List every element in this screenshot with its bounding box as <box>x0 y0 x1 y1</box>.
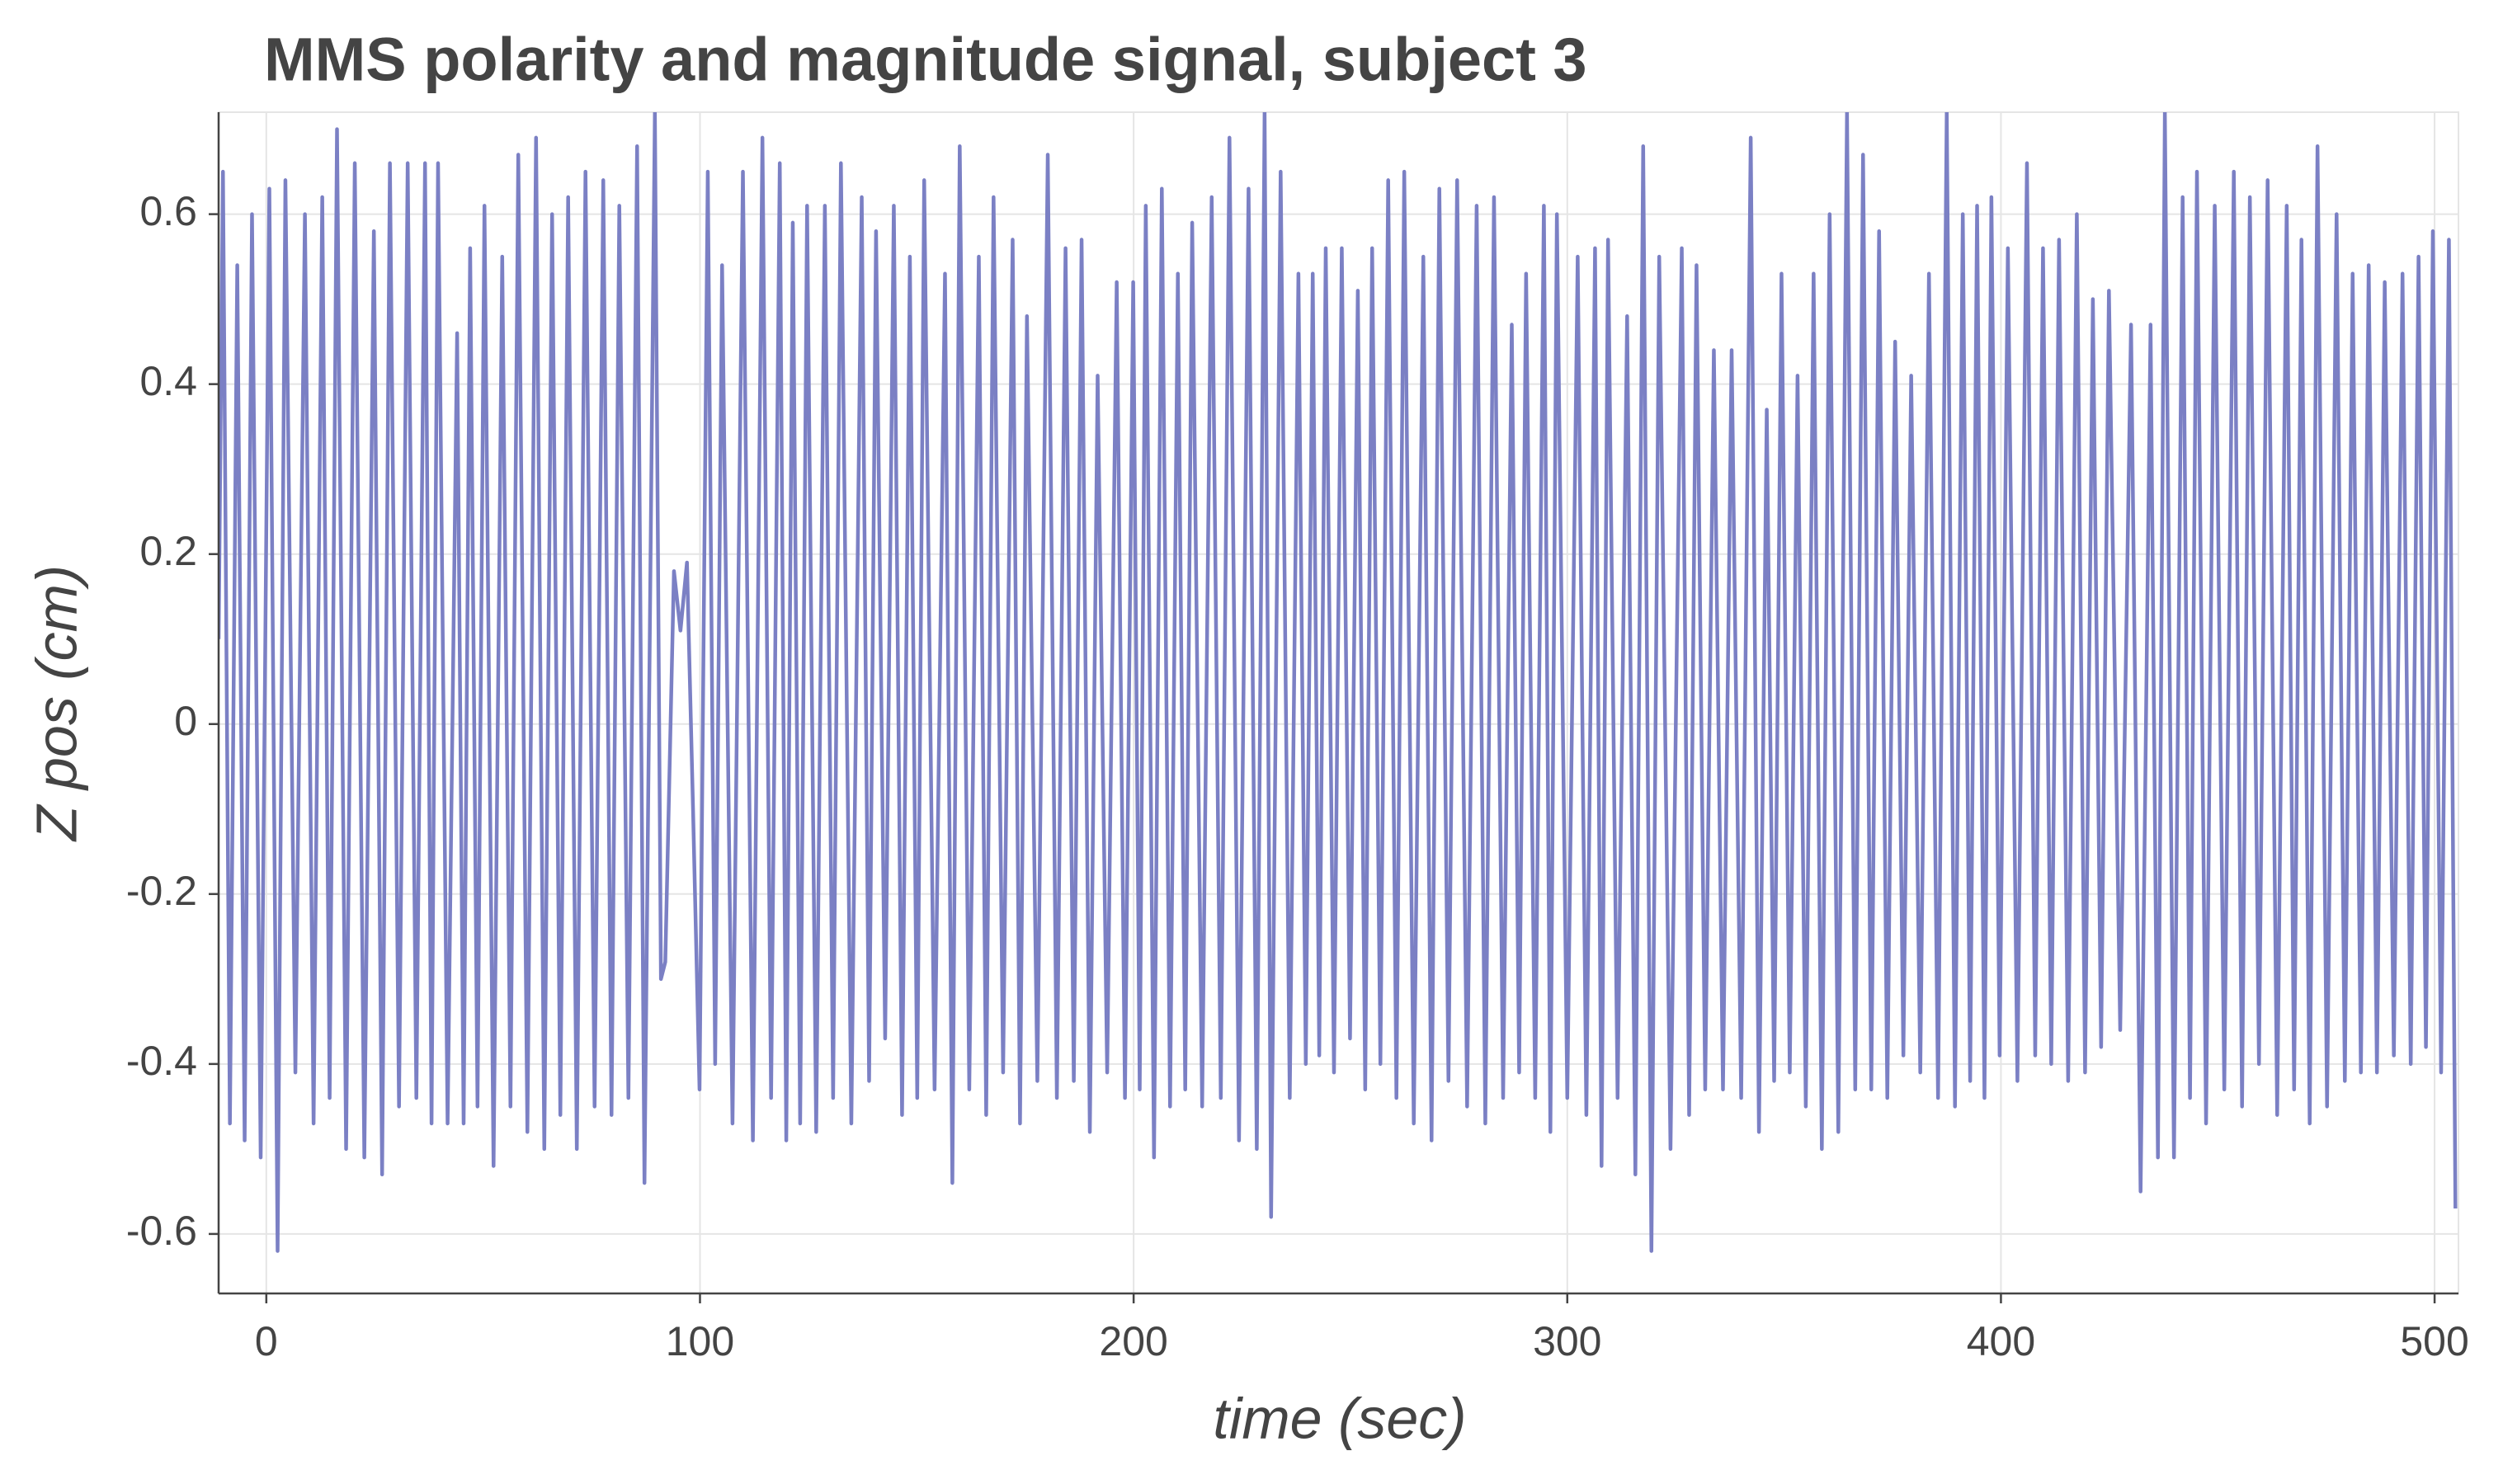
x-tick-label: 200 <box>1099 1318 1167 1364</box>
y-tick-label: -0.6 <box>126 1208 197 1254</box>
x-tick-label: 500 <box>2400 1318 2468 1364</box>
y-axis-label: Z pos (cm) <box>24 565 88 842</box>
y-tick-label: 0 <box>174 698 197 744</box>
axes: -0.6 -0.4 -0.2 0 0.2 0.4 0.6 0 100 200 300 400 500 <box>126 112 2469 1364</box>
data-line <box>219 112 2458 1253</box>
x-tick-label: 300 <box>1533 1318 1601 1364</box>
y-tick-label: -0.4 <box>126 1038 197 1084</box>
y-tick-label: 0.4 <box>139 358 197 404</box>
x-tick-label: 100 <box>666 1318 734 1364</box>
x-axis-label: time (sec) <box>1213 1386 1466 1450</box>
y-tick-label: 0.6 <box>139 188 197 234</box>
chart-title: MMS polarity and magnitude signal, subje… <box>264 26 1587 94</box>
plot-area <box>219 112 2458 1253</box>
y-tick-label: 0.2 <box>139 528 197 574</box>
y-tick-label: -0.2 <box>126 868 197 914</box>
x-tick-label: 0 <box>255 1318 278 1364</box>
x-tick-label: 400 <box>1967 1318 2035 1364</box>
